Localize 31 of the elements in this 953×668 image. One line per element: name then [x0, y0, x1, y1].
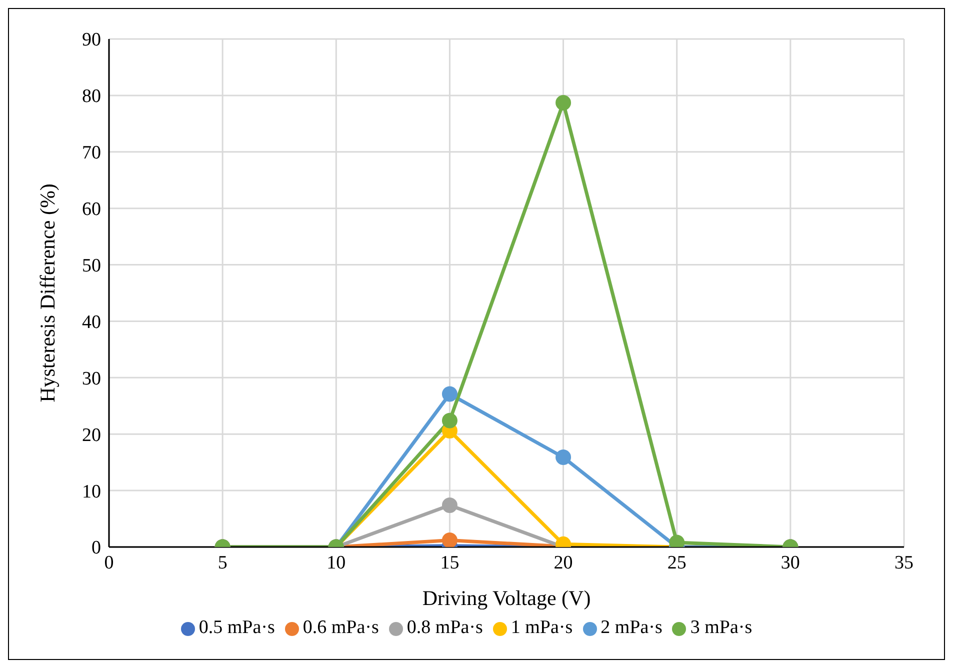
y-tick-label: 40	[82, 312, 101, 333]
y-tick-label: 20	[82, 424, 101, 446]
legend-label: 0.6 mPa·s	[302, 617, 379, 638]
point	[556, 450, 572, 466]
x-tick-label: 5	[218, 552, 228, 574]
y-axis-title: Hysteresis Difference (%)	[35, 184, 60, 402]
legend-label: 1 mPa·s	[510, 617, 573, 638]
x-axis-title: Driving Voltage (V)	[422, 586, 591, 610]
point	[442, 532, 458, 547]
x-tick-label: 25	[667, 552, 686, 574]
y-tick-label: 10	[82, 481, 101, 502]
point	[442, 497, 458, 513]
x-tick-label: 35	[894, 552, 914, 574]
x-tick-label: 0	[104, 552, 114, 574]
y-tick-label: 30	[82, 368, 101, 390]
x-tick-label: 30	[780, 552, 800, 574]
x-tick-label: 15	[440, 552, 460, 574]
legend-label: 0.8 mPa·s	[406, 617, 483, 638]
y-tick-label: 90	[82, 30, 101, 51]
legend-label: 2 mPa·s	[600, 617, 662, 638]
y-tick-label: 50	[82, 256, 101, 277]
legend-label: 0.5 mPa·s	[198, 617, 275, 638]
y-tick-label: 70	[82, 142, 101, 164]
legend-label: 3 mPa·s	[690, 617, 752, 638]
x-tick-label: 10	[326, 552, 346, 574]
point	[442, 386, 458, 402]
point	[442, 412, 458, 428]
y-tick-label: 80	[82, 86, 101, 108]
x-tick-label: 20	[554, 552, 573, 574]
y-tick-label: 60	[82, 199, 101, 220]
y-tick-label: 0	[92, 538, 101, 559]
